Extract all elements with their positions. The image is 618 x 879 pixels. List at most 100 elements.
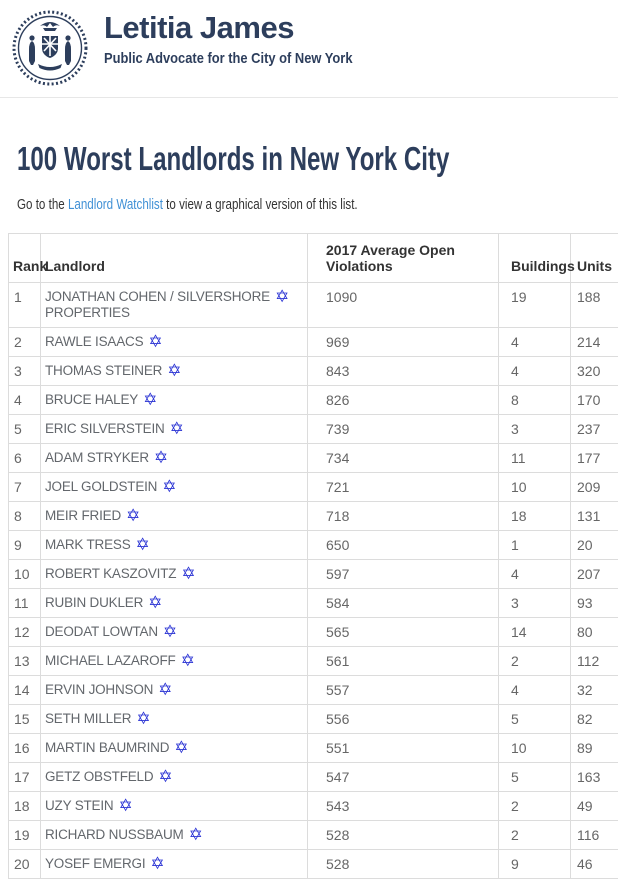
star-of-david-icon: ✡ (150, 857, 164, 871)
star-of-david-icon: ✡ (162, 480, 176, 494)
landlord-cell: MARK TRESS✡ (41, 531, 308, 560)
units-cell: 163 (571, 763, 618, 792)
units-cell: 80 (571, 618, 618, 647)
units-cell: 214 (571, 328, 618, 357)
landlord-name: SETH MILLER (45, 711, 131, 726)
units-cell: 320 (571, 357, 618, 386)
rank-cell: 13 (9, 647, 41, 676)
rank-cell: 5 (9, 415, 41, 444)
buildings-cell: 2 (499, 647, 571, 676)
units-cell: 93 (571, 589, 618, 618)
star-of-david-icon: ✡ (181, 654, 195, 668)
units-cell: 170 (571, 386, 618, 415)
rank-cell: 7 (9, 473, 41, 502)
landlord-cell: BRUCE HALEY✡ (41, 386, 308, 415)
site-header: Letitia James Public Advocate for the Ci… (0, 0, 618, 98)
landlord-cell: DEODAT LOWTAN✡ (41, 618, 308, 647)
landlord-cell: SETH MILLER ✡ (41, 705, 308, 734)
buildings-cell: 9 (499, 850, 571, 879)
buildings-cell: 4 (499, 328, 571, 357)
landlord-cell: ADAM STRYKER✡ (41, 444, 308, 473)
landlord-cell: JONATHAN COHEN / SILVERSHORE✡PROPERTIES (41, 283, 308, 328)
landlord-watchlist-link[interactable]: Landlord Watchlist (68, 197, 163, 213)
landlord-name: ROBERT KASZOVITZ (45, 566, 176, 581)
star-of-david-icon: ✡ (143, 393, 157, 407)
landlord-name: JONATHAN COHEN / SILVERSHORE (45, 289, 270, 304)
worst-landlords-table: Rank Landlord 2017 Average Open Violatio… (8, 233, 618, 879)
violations-cell: 718 (308, 502, 499, 531)
landlord-name: MARK TRESS (45, 537, 131, 552)
violations-cell: 584 (308, 589, 499, 618)
violations-cell: 528 (308, 850, 499, 879)
buildings-cell: 11 (499, 444, 571, 473)
buildings-cell: 4 (499, 357, 571, 386)
rank-cell: 20 (9, 850, 41, 879)
rank-cell: 12 (9, 618, 41, 647)
violations-cell: 734 (308, 444, 499, 473)
units-cell: 116 (571, 821, 618, 850)
violations-cell: 565 (308, 618, 499, 647)
rank-cell: 1 (9, 283, 41, 328)
violations-cell: 557 (308, 676, 499, 705)
violations-cell: 721 (308, 473, 499, 502)
units-cell: 188 (571, 283, 618, 328)
column-header-units: Units (571, 234, 618, 283)
landlord-cell: MEIR FRIED✡ (41, 502, 308, 531)
landlord-cell: UZY STEIN✡ (41, 792, 308, 821)
landlord-cell: RICHARD NUSSBAUM✡ (41, 821, 308, 850)
site-subtitle: Public Advocate for the City of New York (104, 50, 352, 67)
landlord-name: ERIC SILVERSTEIN (45, 421, 165, 436)
star-of-david-icon: ✡ (136, 712, 150, 726)
units-cell: 46 (571, 850, 618, 879)
landlord-name: YOSEF EMERGI (45, 856, 145, 871)
column-header-buildings: Buildings (499, 234, 571, 283)
star-of-david-icon: ✡ (181, 567, 195, 581)
rank-cell: 10 (9, 560, 41, 589)
star-of-david-icon: ✡ (174, 741, 188, 755)
violations-cell: 597 (308, 560, 499, 589)
units-cell: 82 (571, 705, 618, 734)
buildings-cell: 10 (499, 473, 571, 502)
star-of-david-icon: ✡ (275, 290, 289, 304)
buildings-cell: 3 (499, 415, 571, 444)
landlord-cell: THOMAS STEINER✡ (41, 357, 308, 386)
units-cell: 49 (571, 792, 618, 821)
landlord-cell: JOEL GOLDSTEIN✡ (41, 473, 308, 502)
header-text: Letitia James Public Advocate for the Ci… (104, 8, 393, 68)
violations-cell: 650 (308, 531, 499, 560)
landlord-name: MICHAEL LAZAROFF (45, 653, 176, 668)
units-cell: 89 (571, 734, 618, 763)
landlord-cell: MICHAEL LAZAROFF ✡ (41, 647, 308, 676)
units-cell: 177 (571, 444, 618, 473)
buildings-cell: 4 (499, 676, 571, 705)
star-of-david-icon: ✡ (148, 596, 162, 610)
rank-cell: 16 (9, 734, 41, 763)
rank-cell: 2 (9, 328, 41, 357)
buildings-cell: 19 (499, 283, 571, 328)
landlord-cell: RAWLE ISAACS✡ (41, 328, 308, 357)
violations-cell: 551 (308, 734, 499, 763)
star-of-david-icon: ✡ (118, 799, 132, 813)
violations-cell: 1090 (308, 283, 499, 328)
star-of-david-icon: ✡ (126, 509, 140, 523)
page-title: 100 Worst Landlords in New York City (17, 142, 449, 175)
units-cell: 209 (571, 473, 618, 502)
main-content: 100 Worst Landlords in New York City Go … (0, 98, 618, 879)
star-of-david-icon: ✡ (170, 422, 184, 436)
buildings-cell: 1 (499, 531, 571, 560)
column-header-landlord: Landlord (41, 234, 308, 283)
rank-cell: 8 (9, 502, 41, 531)
